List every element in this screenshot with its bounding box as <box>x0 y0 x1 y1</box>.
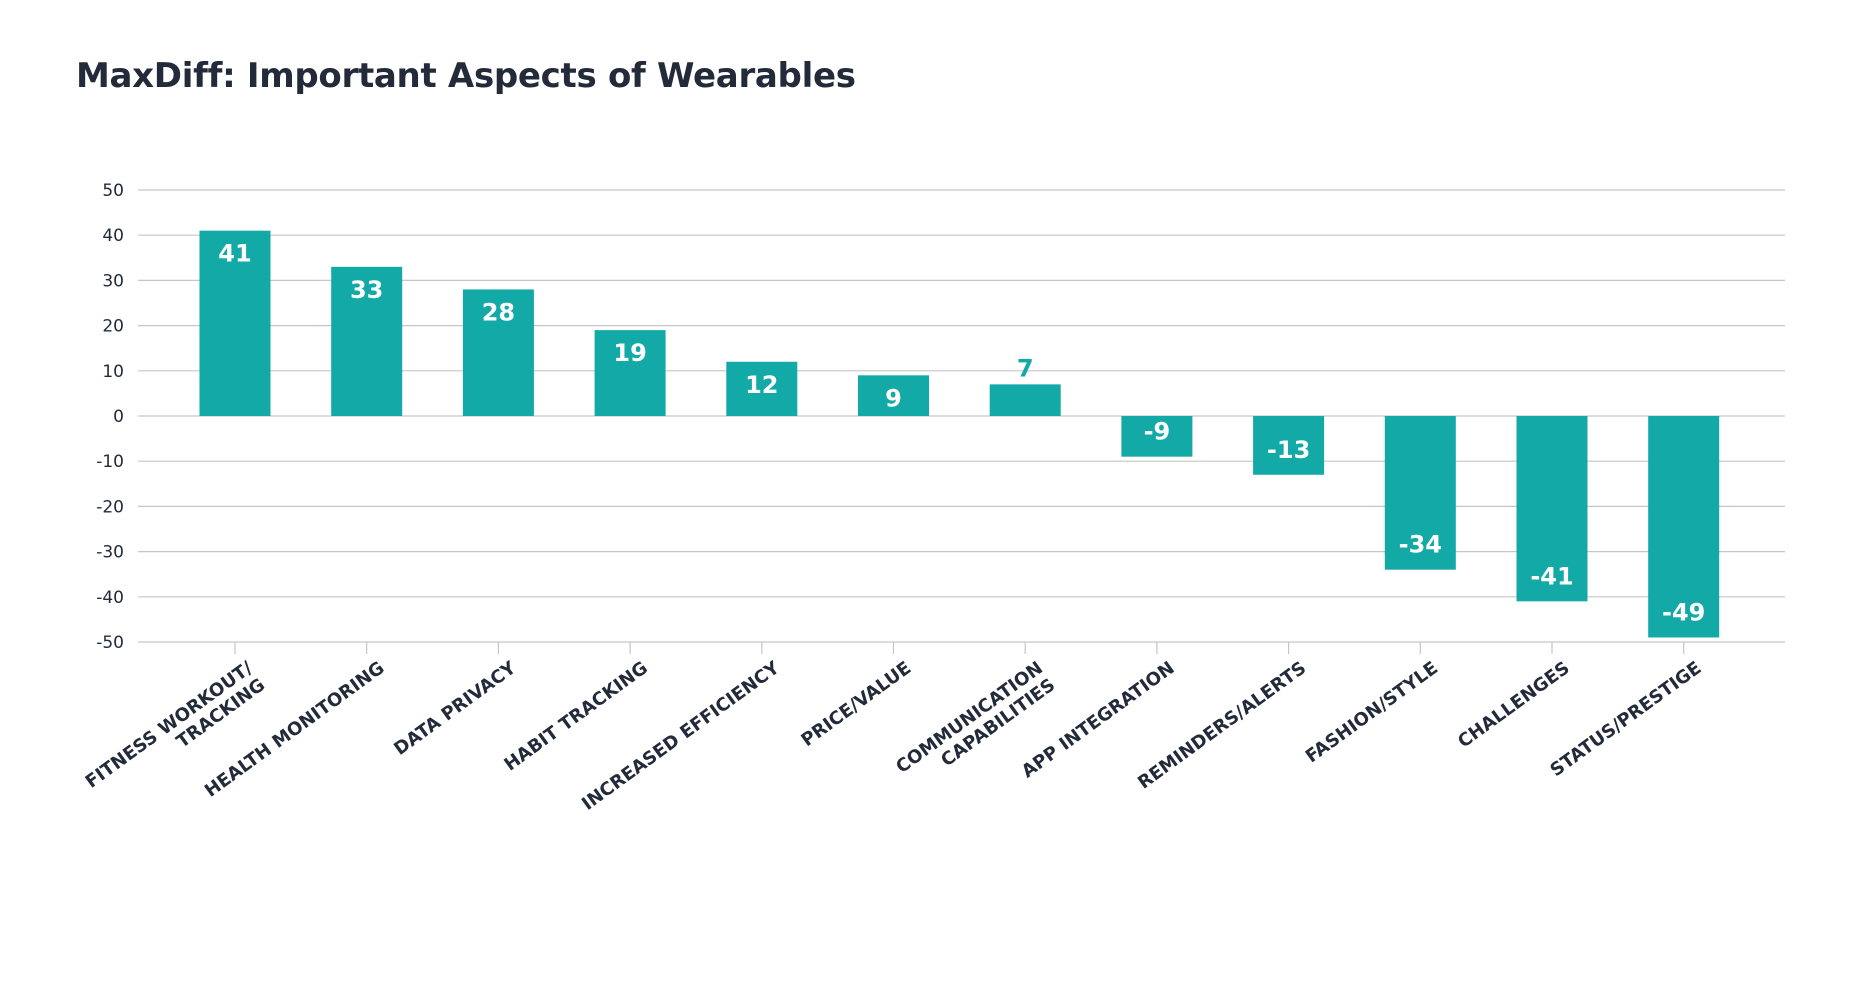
bar <box>726 361 798 416</box>
gridlines <box>138 189 1785 643</box>
bar <box>462 289 534 416</box>
y-tick-label: 30 <box>102 271 124 291</box>
data-label: -34 <box>1399 531 1442 559</box>
bar <box>1516 416 1588 602</box>
bar <box>1648 416 1720 638</box>
x-tick-label-line: HABIT TRACKING <box>500 658 651 776</box>
y-tick-label: -10 <box>96 452 124 472</box>
x-tick-label: CHALLENGES <box>1454 658 1574 753</box>
x-tick-label: FITNESS WORKOUT/TRACKING <box>82 657 269 792</box>
x-tick-label: FASHION/STYLE <box>1302 658 1442 768</box>
y-tick-label: 10 <box>102 362 124 382</box>
x-tick-label-line: PRICE/VALUE <box>797 658 915 752</box>
chart-title: MaxDiff: Important Aspects of Wearables <box>76 56 856 96</box>
x-tick-label: PRICE/VALUE <box>797 658 915 752</box>
y-axis-ticks: 50 40 30 20 10 0 -10 -20 -30 -40 -50 <box>96 181 124 653</box>
bar <box>1384 416 1456 570</box>
data-label: 9 <box>885 384 902 412</box>
y-tick-label: -40 <box>96 588 124 608</box>
data-label: -13 <box>1267 436 1310 464</box>
data-labels: 41 33 28 19 12 9 7 -9 -13 -34 -41 -49 <box>218 240 1705 627</box>
bars <box>199 230 1720 638</box>
y-tick-label: -30 <box>96 543 124 563</box>
bar <box>594 330 666 416</box>
y-tick-label: 50 <box>102 181 124 201</box>
y-tick-label: 0 <box>113 407 124 427</box>
data-label: 19 <box>613 339 646 367</box>
x-tick-label: DATA PRIVACY <box>390 657 521 760</box>
x-tick-label-line: CHALLENGES <box>1454 658 1574 753</box>
data-label: 12 <box>745 371 778 399</box>
data-label: -49 <box>1662 598 1705 626</box>
data-label: 41 <box>218 240 251 268</box>
x-tick-label-line: DATA PRIVACY <box>390 657 521 760</box>
data-label: 28 <box>482 298 515 326</box>
y-tick-label: -20 <box>96 497 124 517</box>
data-label: 33 <box>350 276 383 304</box>
data-label: -41 <box>1530 562 1573 590</box>
bar <box>858 375 929 416</box>
x-tick-label-line: COMMUNICATION <box>892 658 1047 778</box>
data-label: -9 <box>1144 418 1171 446</box>
bar <box>989 384 1061 416</box>
data-label: 7 <box>1017 354 1034 382</box>
bar <box>331 266 403 416</box>
x-tick-label: HABIT TRACKING <box>500 658 651 776</box>
y-tick-label: 40 <box>102 226 124 246</box>
bar <box>1253 416 1325 475</box>
bar <box>199 230 271 416</box>
y-tick-label: -50 <box>96 633 124 653</box>
y-tick-label: 20 <box>102 317 124 337</box>
bar <box>1121 416 1193 457</box>
x-tick-label-line: FASHION/STYLE <box>1302 658 1442 768</box>
